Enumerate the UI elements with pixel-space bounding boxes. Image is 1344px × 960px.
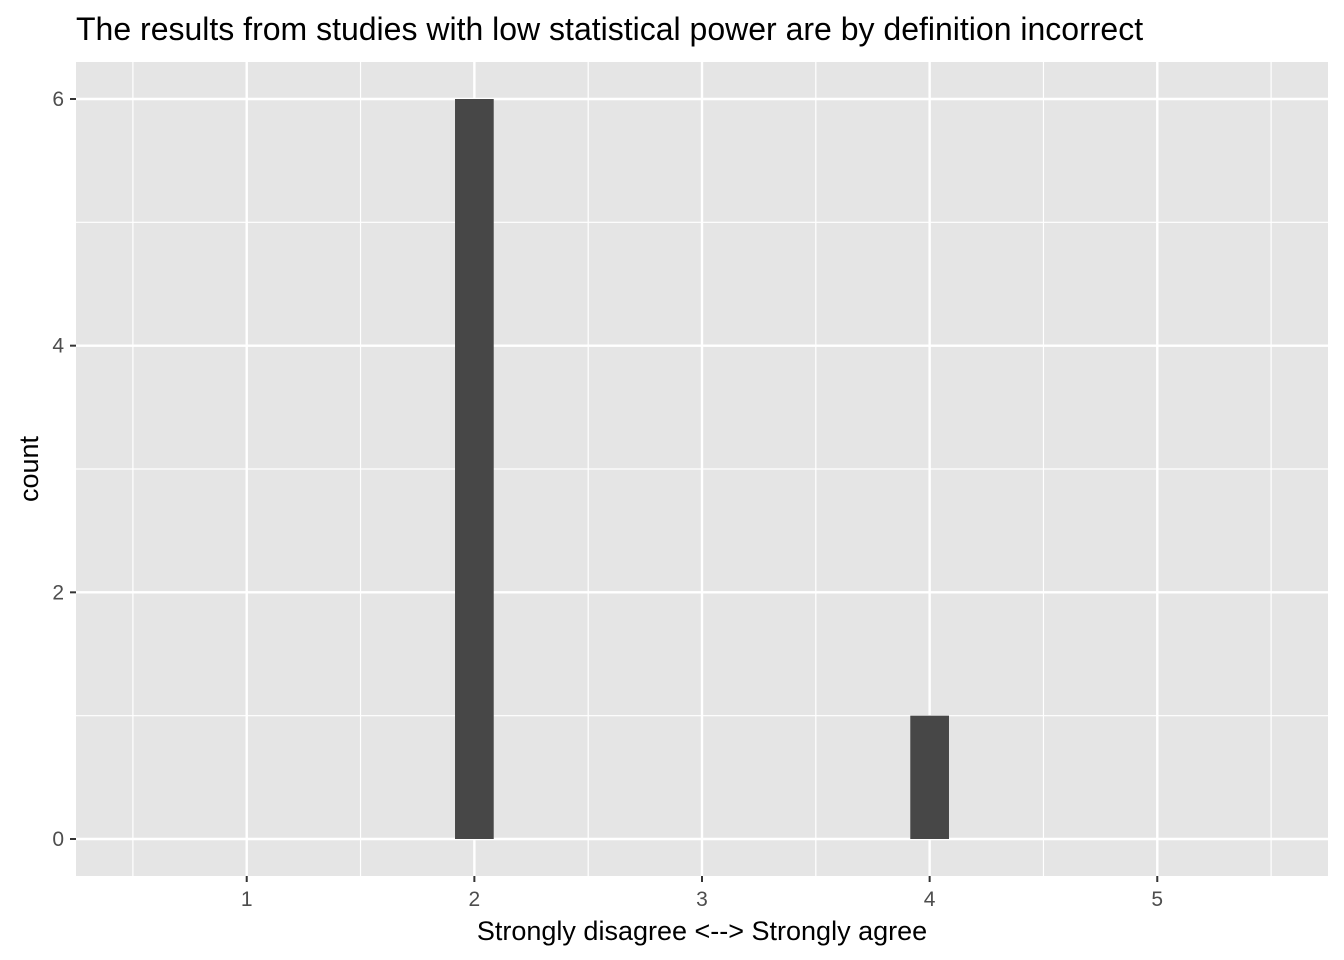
x-tick-label: 2 bbox=[469, 888, 481, 911]
y-tick-label: 6 bbox=[52, 88, 64, 111]
x-tick-label: 1 bbox=[241, 888, 253, 911]
minor-gridlines bbox=[76, 62, 1328, 876]
x-axis-title: Strongly disagree <--> Strongly agree bbox=[477, 916, 927, 946]
chart-title: The results from studies with low statis… bbox=[76, 11, 1143, 47]
y-tick-label: 0 bbox=[52, 828, 64, 851]
bar bbox=[910, 715, 949, 839]
y-tick-label: 4 bbox=[52, 335, 64, 358]
y-tick-label: 2 bbox=[52, 581, 64, 604]
bar bbox=[455, 99, 494, 839]
x-axis-ticks: 1 2 3 4 5 bbox=[241, 876, 1163, 911]
x-tick-label: 5 bbox=[1151, 888, 1163, 911]
x-tick-label: 3 bbox=[696, 888, 708, 911]
bars bbox=[455, 99, 949, 839]
x-tick-label: 4 bbox=[924, 888, 936, 911]
y-axis-ticks: 0 2 4 6 bbox=[52, 88, 76, 851]
y-axis-title: count bbox=[14, 435, 44, 502]
